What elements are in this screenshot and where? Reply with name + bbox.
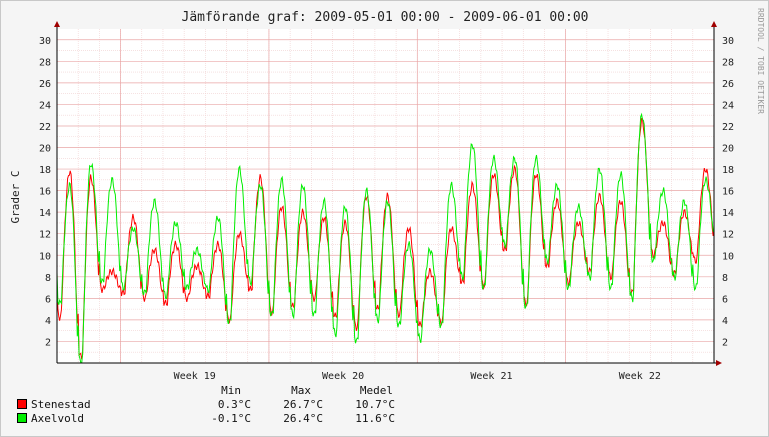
axelvold-mean: 11.6°C xyxy=(355,412,395,425)
y-tick-label-left: 8 xyxy=(45,273,51,284)
legend-item-stenestad: Stenestad xyxy=(17,398,91,412)
y-tick-label-left: 4 xyxy=(45,316,51,327)
axelvold-swatch xyxy=(17,413,27,423)
y-tick-label-left: 10 xyxy=(39,251,51,262)
y-tick-label-right: 6 xyxy=(722,294,728,305)
legend-header-mean: Medel xyxy=(359,384,393,397)
y-axis-arrow-right xyxy=(711,21,717,27)
y-tick-label-right: 8 xyxy=(722,273,728,284)
chart-title: Jämförande graf: 2009-05-01 00:00 - 2009… xyxy=(182,10,589,25)
y-tick-label-right: 16 xyxy=(722,187,734,198)
y-tick-label-right: 26 xyxy=(722,79,734,90)
y-tick-label-right: 28 xyxy=(722,57,734,68)
y-tick-label-right: 14 xyxy=(722,208,734,219)
y-tick-label-left: 6 xyxy=(45,294,51,305)
stenestad-max: 26.7°C xyxy=(283,398,323,411)
y-tick-label-right: 30 xyxy=(722,36,734,47)
y-tick-label-left: 12 xyxy=(39,230,51,241)
y-tick-label-left: 30 xyxy=(39,36,51,47)
series-line-axelvold xyxy=(56,112,715,364)
x-tick-label: Week 22 xyxy=(619,371,661,382)
axelvold-max: 26.4°C xyxy=(283,412,323,425)
y-tick-label-left: 22 xyxy=(39,122,51,133)
x-tick-label: Week 19 xyxy=(174,371,216,382)
y-tick-label-left: 2 xyxy=(45,337,51,348)
plot-background xyxy=(57,29,714,363)
stenestad-mean: 10.7°C xyxy=(355,398,395,411)
y-tick-label-left: 16 xyxy=(39,187,51,198)
y-tick-label-left: 24 xyxy=(39,100,51,111)
stenestad-swatch xyxy=(17,399,27,409)
y-tick-label-right: 12 xyxy=(722,230,734,241)
y-tick-label-right: 20 xyxy=(722,144,734,155)
legend-header-min: Min xyxy=(221,384,241,397)
axelvold-min: -0.1°C xyxy=(211,412,251,425)
y-axis-label: Grader C xyxy=(9,171,22,224)
x-tick-label: Week 20 xyxy=(322,371,364,382)
x-axis-arrow xyxy=(716,360,722,366)
y-tick-label-right: 18 xyxy=(722,165,734,176)
rrdtool-watermark: RRDTOOL / TOBI OETIKER xyxy=(756,8,765,114)
y-tick-label-left: 26 xyxy=(39,79,51,90)
stenestad-min: 0.3°C xyxy=(217,398,251,411)
y-tick-label-right: 24 xyxy=(722,100,734,111)
y-tick-label-right: 22 xyxy=(722,122,734,133)
y-axis-arrow-left xyxy=(54,21,60,27)
x-tick-label: Week 21 xyxy=(470,371,512,382)
y-tick-label-left: 20 xyxy=(39,144,51,155)
y-tick-label-right: 2 xyxy=(722,337,728,348)
y-tick-label-left: 18 xyxy=(39,165,51,176)
y-tick-label-right: 4 xyxy=(722,316,728,327)
y-tick-label-right: 10 xyxy=(722,251,734,262)
y-tick-label-left: 28 xyxy=(39,57,51,68)
stenestad-label: Stenestad xyxy=(31,398,91,411)
axelvold-label: Axelvold xyxy=(31,412,84,425)
legend-header-max: Max xyxy=(291,384,311,397)
y-tick-label-left: 14 xyxy=(39,208,51,219)
legend-item-axelvold: Axelvold xyxy=(17,412,84,426)
